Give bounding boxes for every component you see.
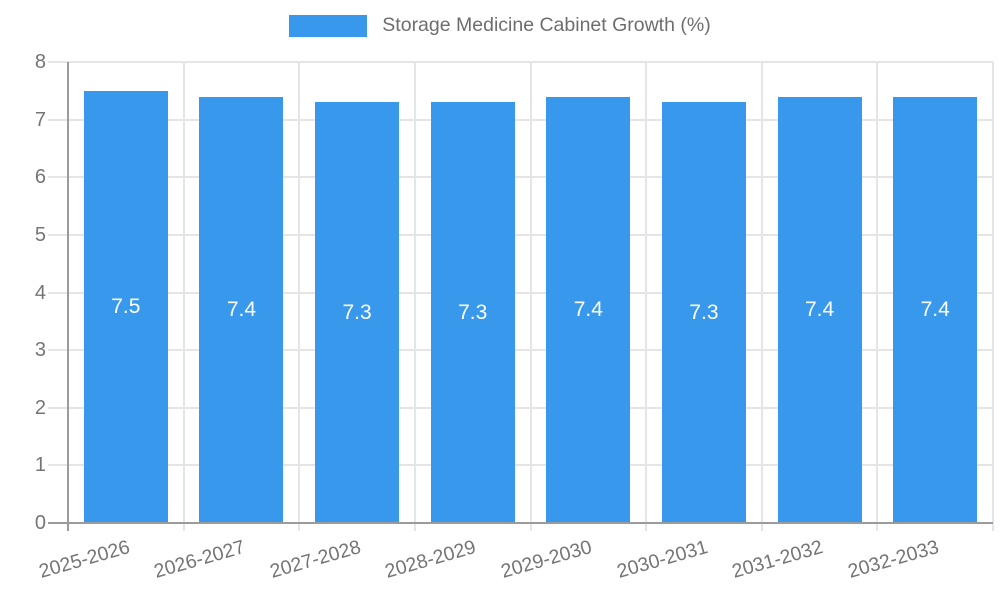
gridline-x-3 [413, 62, 416, 523]
chart-legend[interactable]: Storage Medicine Cabinet Growth (%) [0, 14, 1000, 37]
x-tick-label-2032-2033: 2032-2033 [845, 536, 942, 583]
x-tick-label-2025-2026: 2025-2026 [36, 536, 132, 583]
x-tick-mark-8 [992, 523, 994, 531]
x-tick-label-2027-2028: 2027-2028 [267, 536, 364, 583]
x-tick-mark-4 [529, 523, 532, 531]
bar-value-label-2031-2032: 7.4 [804, 297, 835, 321]
gridline-x-4 [529, 62, 532, 523]
gridline-x-8 [992, 62, 994, 523]
y-tick-label-0: 0 [34, 512, 46, 534]
y-tick-label-8: 8 [34, 51, 46, 73]
y-tick-label-2: 2 [34, 396, 46, 419]
y-tick-label-1: 1 [34, 454, 46, 477]
bar-2030-2031[interactable] [661, 102, 746, 523]
bar-value-label-2028-2029: 7.3 [458, 300, 488, 324]
gridline-y-2 [48, 406, 993, 409]
x-tick-mark-5 [645, 523, 648, 531]
bar-value-label-2025-2026: 7.5 [111, 294, 141, 318]
gridline-x-7 [876, 62, 879, 523]
bar-value-label-2027-2028: 7.3 [342, 300, 372, 324]
bar-value-label-2030-2031: 7.3 [689, 300, 719, 324]
gridline-y-7 [48, 118, 993, 121]
x-tick-label-2028-2029: 2028-2029 [383, 536, 479, 583]
gridline-y-3 [48, 349, 993, 352]
y-tick-label-4: 4 [34, 281, 46, 304]
bar-2027-2028[interactable] [315, 102, 400, 523]
gridline-y-4 [48, 291, 993, 294]
gridline-x-2 [298, 62, 301, 523]
x-tick-mark-1 [182, 523, 185, 531]
y-tick-label-3: 3 [34, 339, 46, 362]
x-tick-mark-3 [413, 523, 416, 531]
gridline-y-5 [48, 233, 993, 236]
bar-2028-2029[interactable] [430, 102, 515, 523]
gridline-x-5 [645, 62, 648, 523]
legend-swatch [289, 14, 368, 37]
x-tick-label-2031-2032: 2031-2032 [729, 536, 826, 583]
x-tick-mark-6 [760, 523, 763, 531]
bar-value-label-2032-2033: 7.4 [920, 297, 950, 321]
bar-2025-2026[interactable] [83, 90, 168, 523]
bar-2032-2033[interactable] [893, 96, 978, 523]
bar-value-label-2029-2030: 7.4 [573, 297, 603, 321]
y-axis-line [67, 62, 69, 523]
y-tick-label-5: 5 [34, 223, 46, 246]
gridline-y-6 [48, 176, 993, 179]
y-tick-label-6: 6 [34, 166, 46, 189]
x-tick-label-2026-2027: 2026-2027 [151, 536, 248, 583]
x-tick-mark-0 [67, 523, 69, 531]
x-axis-line [48, 522, 993, 524]
gridline-y-1 [48, 464, 993, 467]
gridline-y-8 [48, 61, 993, 63]
x-tick-mark-7 [876, 523, 879, 531]
bar-2029-2030[interactable] [546, 96, 631, 523]
bar-value-label-2026-2027: 7.4 [226, 297, 257, 321]
y-tick-label-7: 7 [34, 108, 46, 131]
x-tick-label-2029-2030: 2029-2030 [498, 536, 595, 583]
bar-2026-2027[interactable] [199, 96, 284, 523]
x-tick-mark-2 [298, 523, 301, 531]
gridline-x-1 [182, 62, 185, 523]
legend-label: Storage Medicine Cabinet Growth (%) [382, 14, 711, 36]
x-tick-label-2030-2031: 2030-2031 [614, 536, 711, 583]
bar-2031-2032[interactable] [777, 96, 862, 523]
gridline-x-6 [760, 62, 763, 523]
